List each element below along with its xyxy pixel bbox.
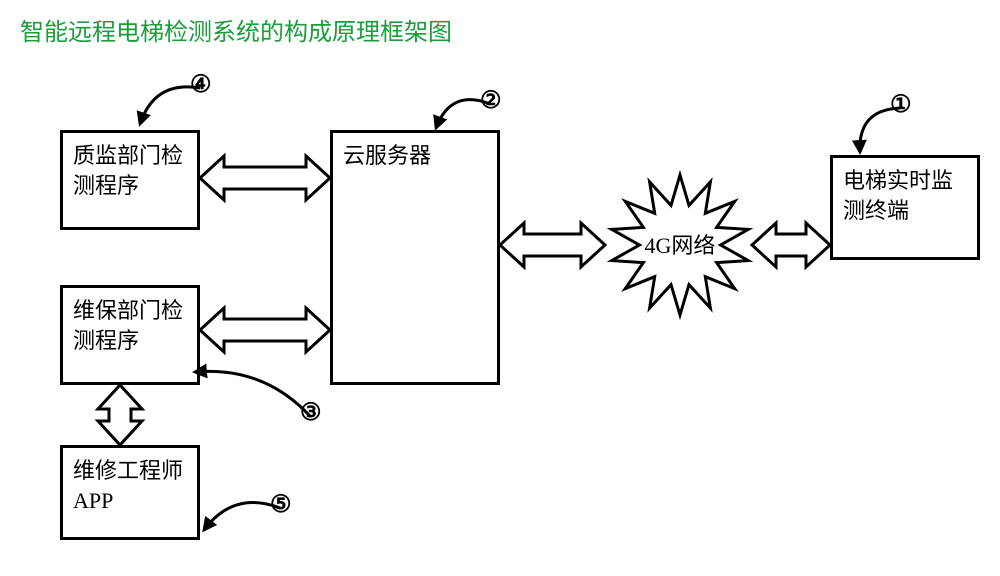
double-arrow-net-terminal xyxy=(752,223,830,267)
node-label: 维修工程师APP xyxy=(73,456,187,515)
double-arrow-maint-eng xyxy=(98,385,142,445)
marker-4: ④ xyxy=(190,70,212,99)
diagram-canvas: 智能远程电梯检测系统的构成原理框架图 质监部门检测程序 维保部门检测程序 维修工… xyxy=(0,0,1000,576)
node-terminal: 电梯实时监测终端 xyxy=(830,155,980,260)
marker-1: ① xyxy=(890,90,912,119)
node-label: 电梯实时监测终端 xyxy=(843,166,967,225)
node-maint-dept: 维保部门检测程序 xyxy=(60,285,200,385)
node-engineer-app: 维修工程师APP xyxy=(60,445,200,540)
node-label: 质监部门检测程序 xyxy=(73,141,187,200)
node-label: 维保部门检测程序 xyxy=(73,296,187,355)
double-arrow-cloud-net xyxy=(500,223,605,267)
node-quality-dept: 质监部门检测程序 xyxy=(60,130,200,230)
node-label: 4G网络 xyxy=(645,233,716,258)
marker-2: ② xyxy=(480,86,502,115)
diagram-title: 智能远程电梯检测系统的构成原理框架图 xyxy=(20,12,452,47)
node-4g-network xyxy=(612,175,748,315)
pointer-n5 xyxy=(204,502,280,530)
pointer-n3 xyxy=(195,371,310,416)
node-label: 云服务器 xyxy=(343,141,487,171)
double-arrow-maint-cloud xyxy=(200,308,330,352)
node-cloud-server: 云服务器 xyxy=(330,130,500,385)
marker-3: ③ xyxy=(300,398,322,427)
double-arrow-quality-cloud xyxy=(200,156,330,200)
marker-5: ⑤ xyxy=(270,490,292,519)
